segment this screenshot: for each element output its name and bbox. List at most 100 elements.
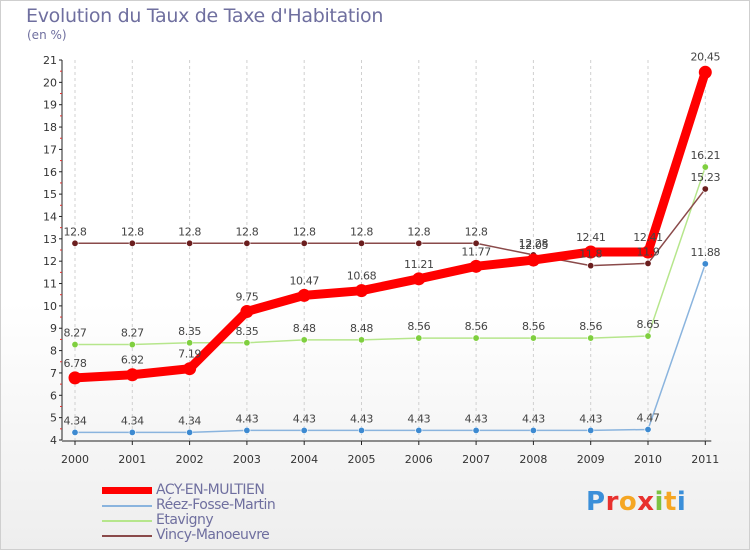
data-label: 4.34 <box>64 414 87 427</box>
series-line-reez-fosse-martin <box>75 263 707 434</box>
data-label: 12.8 <box>293 225 316 238</box>
data-label: 4.43 <box>235 412 258 425</box>
data-label: 6.78 <box>64 357 87 370</box>
data-point-reez-fosse-martin <box>587 426 595 434</box>
data-label: 11.9 <box>637 245 660 258</box>
legend-swatch <box>102 487 152 494</box>
y-tick-label: 6 <box>50 389 57 402</box>
data-label: 8.48 <box>293 322 316 335</box>
data-point-vincy-manoeuvre <box>415 239 423 247</box>
logo-letter: i <box>654 487 664 517</box>
data-point-reez-fosse-martin <box>243 426 251 434</box>
y-tick-label: 14 <box>43 210 57 223</box>
y-tick-label: 20 <box>43 76 57 89</box>
series-line-vincy-manoeuvre <box>75 188 706 267</box>
data-point-etavigny <box>529 334 537 342</box>
x-tick-label: 2002 <box>176 453 204 466</box>
data-point-acy-en-multien <box>240 304 254 318</box>
x-tick-label: 2008 <box>519 453 547 466</box>
data-point-reez-fosse-martin <box>300 426 308 434</box>
data-labels: 6.78 6.92 7.19 9.75 10.47 10.68 11.21 11.77 12.0… <box>64 50 721 427</box>
data-point-etavigny <box>71 341 79 349</box>
data-label: 12.41 <box>633 231 663 244</box>
data-label: 10.68 <box>347 270 377 283</box>
data-point-vincy-manoeuvre <box>128 239 136 247</box>
y-tick-label: 15 <box>43 188 57 201</box>
data-label: 8.48 <box>350 322 373 335</box>
y-tick-label: 17 <box>43 143 57 156</box>
data-point-acy-en-multien <box>125 368 139 382</box>
series-lines <box>70 67 710 434</box>
data-label: 12.05 <box>519 239 549 252</box>
legend-label: Réez-Fosse-Martin <box>156 497 276 513</box>
logo-letter: o <box>618 487 638 517</box>
data-point-vincy-manoeuvre <box>71 239 79 247</box>
x-tick-label: 2000 <box>61 453 89 466</box>
data-label: 10.47 <box>289 274 319 287</box>
chart-title: Evolution du Taux de Taxe d'Habitation <box>26 5 384 27</box>
data-point-reez-fosse-martin <box>644 425 652 433</box>
data-label: 12.8 <box>121 225 144 238</box>
data-point-acy-en-multien <box>698 65 712 79</box>
data-label: 4.34 <box>178 414 201 427</box>
data-label: 12.8 <box>64 225 87 238</box>
data-label: 4.43 <box>579 412 602 425</box>
series-line-acy-en-multien <box>70 67 710 383</box>
legend-label: ACY-EN-MULTIEN <box>156 482 265 498</box>
logo-letter: r <box>605 487 619 517</box>
x-tick-label: 2009 <box>577 453 605 466</box>
data-point-vincy-manoeuvre <box>472 239 480 247</box>
data-label: 6.92 <box>121 354 144 367</box>
data-point-vincy-manoeuvre <box>186 239 194 247</box>
data-point-vincy-manoeuvre <box>243 239 251 247</box>
data-point-acy-en-multien <box>526 253 540 267</box>
y-tick-label: 11 <box>43 278 57 291</box>
x-tick-label: 2004 <box>290 453 318 466</box>
data-label: 12.8 <box>350 225 373 238</box>
y-tick-label: 7 <box>50 367 57 380</box>
logo-letter: x <box>637 487 655 517</box>
data-label: 20.45 <box>691 50 721 63</box>
data-point-acy-en-multien <box>641 245 655 259</box>
data-label: 4.43 <box>407 412 430 425</box>
legend-label: Etavigny <box>156 512 214 528</box>
x-tick-label: 2003 <box>233 453 261 466</box>
logo-letter: P <box>586 487 606 517</box>
data-label: 7.19 <box>178 348 201 361</box>
y-tick-label: 12 <box>43 255 57 268</box>
data-label: 8.56 <box>407 320 430 333</box>
data-point-reez-fosse-martin <box>472 426 480 434</box>
y-tick-label: 4 <box>50 434 57 447</box>
data-label: 11.21 <box>404 258 434 271</box>
data-label: 4.43 <box>350 412 373 425</box>
x-tick-label: 2006 <box>405 453 433 466</box>
x-tick-label: 2010 <box>634 453 662 466</box>
data-label: 11.77 <box>461 245 491 258</box>
y-tick-label: 10 <box>43 300 57 313</box>
data-label: 16.21 <box>691 149 721 162</box>
data-label: 4.43 <box>465 412 488 425</box>
data-point-acy-en-multien <box>412 272 426 286</box>
data-label: 12.8 <box>465 225 488 238</box>
data-point-etavigny <box>644 332 652 340</box>
data-point-etavigny <box>472 334 480 342</box>
data-label: 12.41 <box>576 231 606 244</box>
data-label: 12.8 <box>178 225 201 238</box>
data-label: 8.65 <box>637 318 660 331</box>
data-label: 8.56 <box>522 320 545 333</box>
data-label: 8.35 <box>235 325 258 338</box>
y-tick-label: 9 <box>50 322 57 335</box>
data-points <box>68 65 712 436</box>
y-tick-label: 21 <box>43 54 57 67</box>
data-point-etavigny <box>587 334 595 342</box>
data-label: 12.8 <box>235 225 258 238</box>
legend-swatch <box>102 535 152 537</box>
y-tick-label: 5 <box>50 412 57 425</box>
series-line-etavigny <box>75 166 707 346</box>
data-label: 8.35 <box>178 325 201 338</box>
data-point-reez-fosse-martin <box>186 428 194 436</box>
axes: 4 5 6 7 8 9 10 11 12 13 14 15 16 17 18 19 20 21 2000 2001 20… <box>43 54 719 466</box>
data-label: 8.56 <box>465 320 488 333</box>
data-point-reez-fosse-martin <box>71 428 79 436</box>
